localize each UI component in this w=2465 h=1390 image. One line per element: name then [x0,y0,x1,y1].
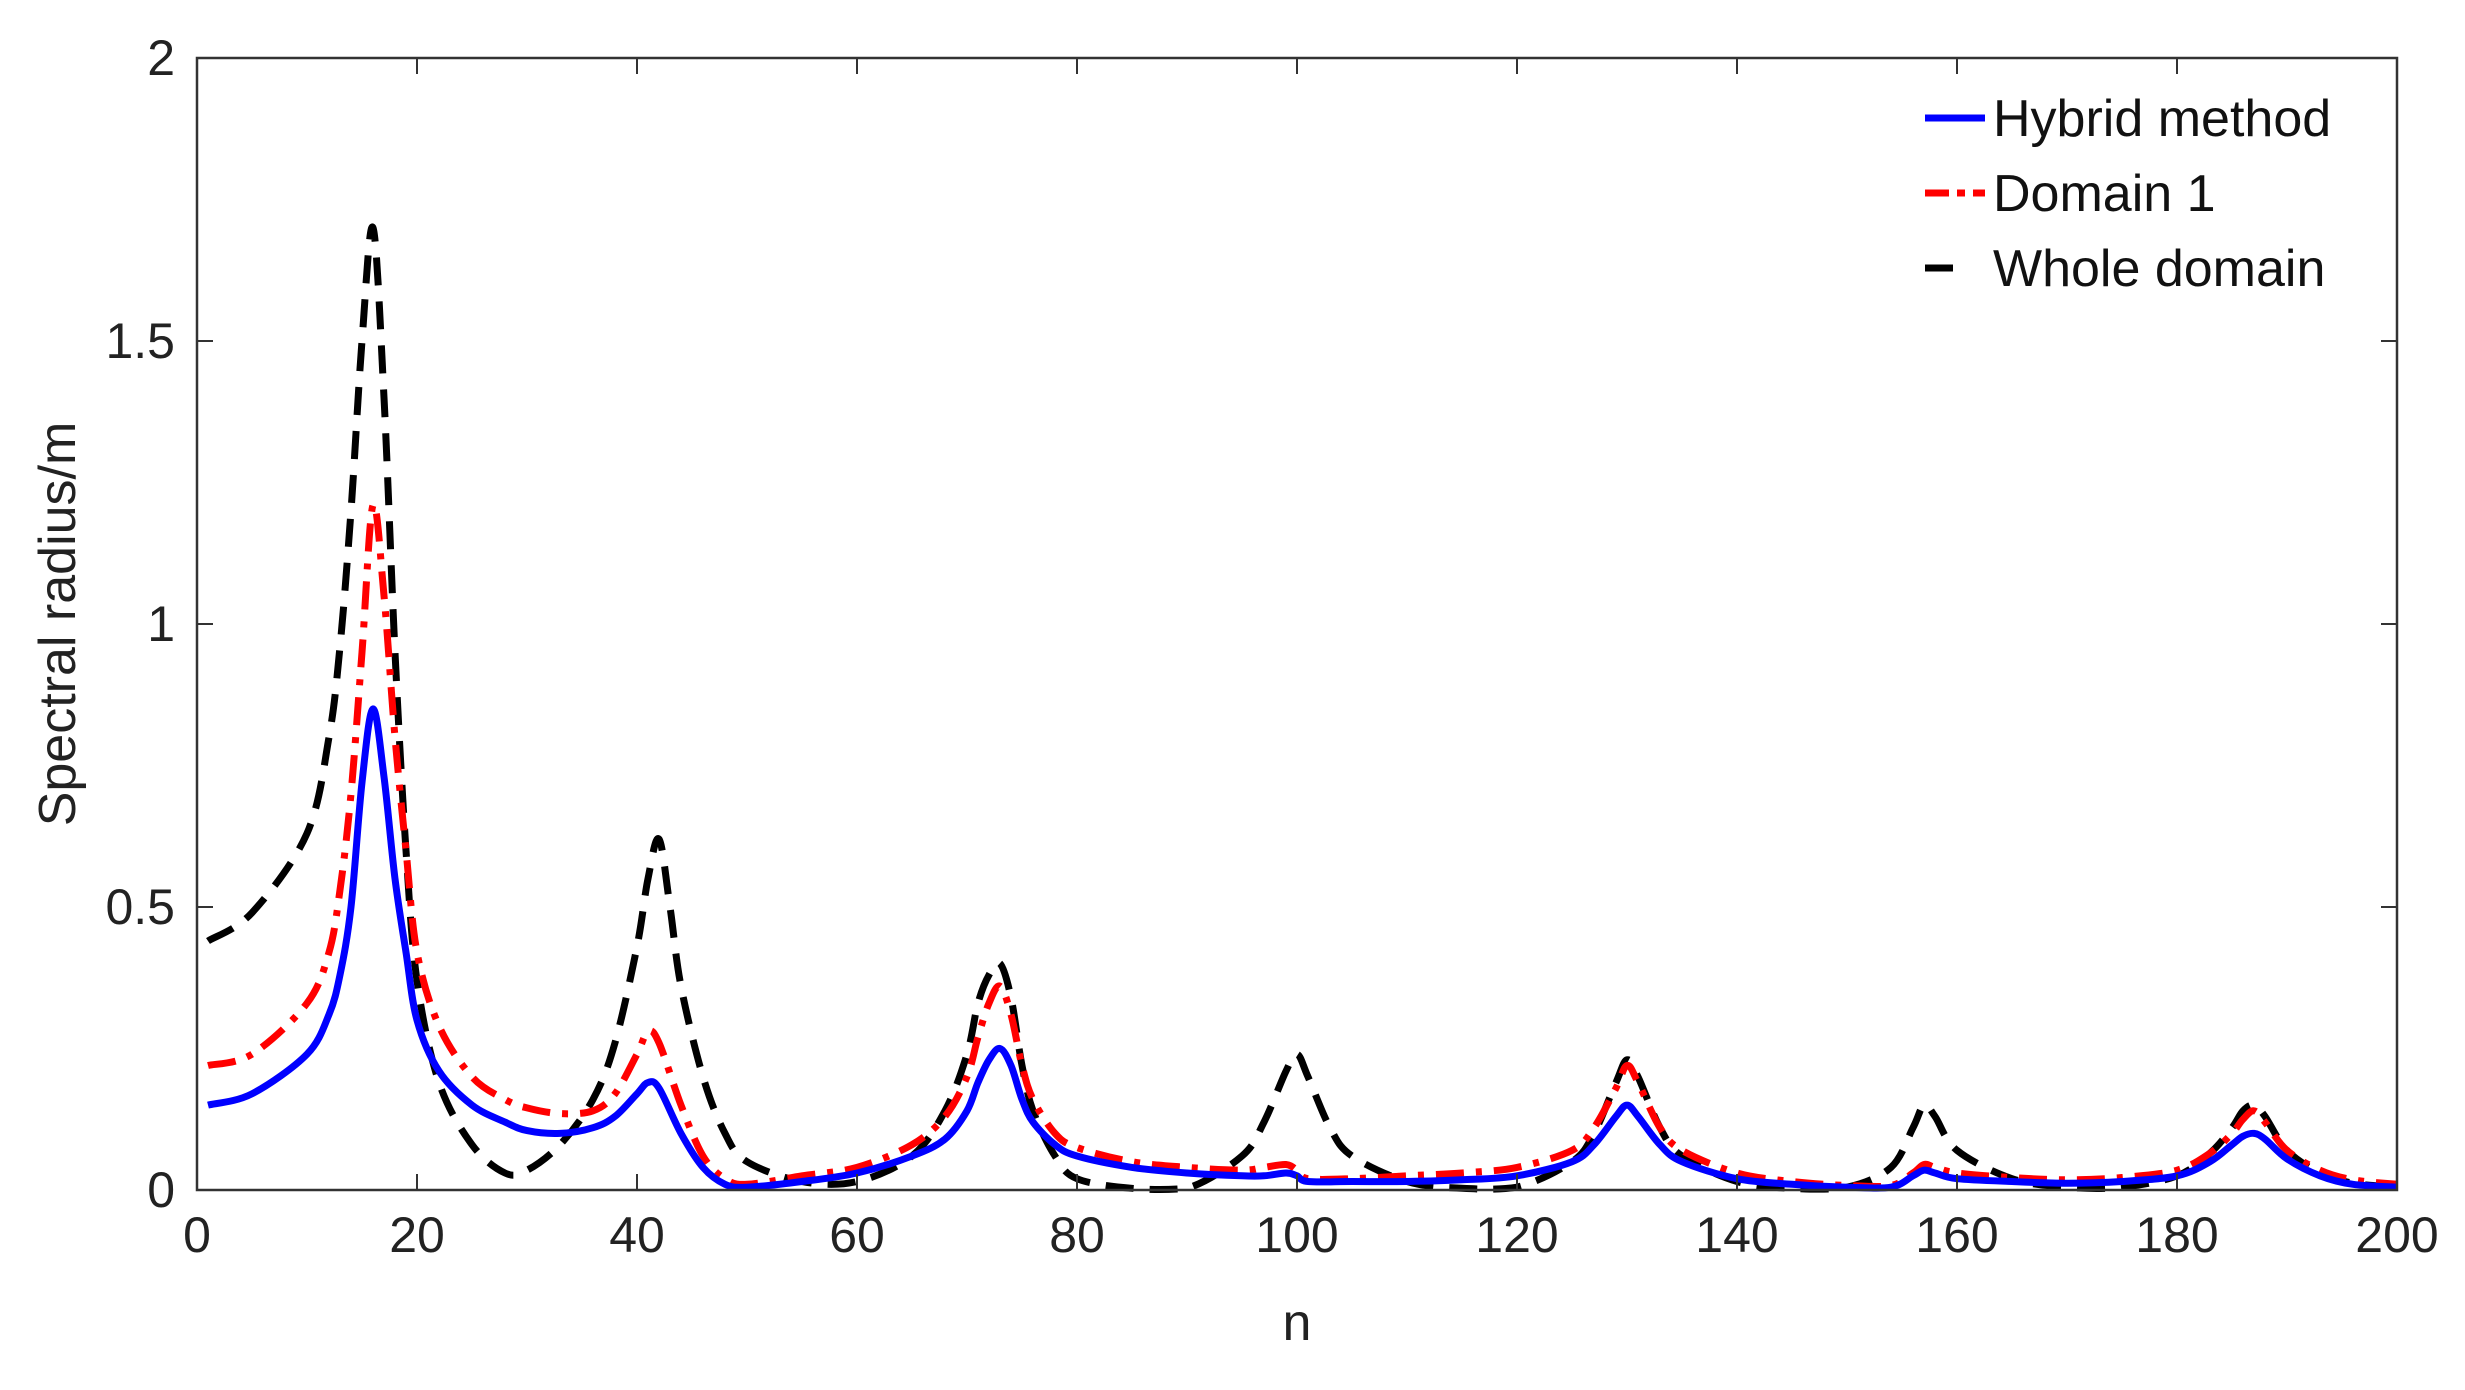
x-tick-label: 40 [609,1207,665,1263]
x-tick-label: 80 [1049,1207,1105,1263]
y-tick-label: 2 [147,30,175,86]
x-tick-label: 60 [829,1207,885,1263]
y-axis-label: Spectral radius/m [29,422,87,827]
y-tick-label: 1.5 [105,313,175,369]
x-tick-label: 0 [183,1207,211,1263]
x-tick-label: 140 [1695,1207,1778,1263]
x-tick-label: 120 [1475,1207,1558,1263]
x-tick-label: 180 [2135,1207,2218,1263]
x-tick-label: 160 [1915,1207,1998,1263]
legend-label-2: Whole domain [1993,240,2325,298]
series-line-1 [207,500,2398,1191]
legend: Hybrid method Domain 1 Whole domain [1925,90,2331,298]
x-tick-label: 200 [2355,1207,2438,1263]
y-tick-label: 0 [147,1162,175,1218]
y-tick-label: 1 [147,596,175,652]
legend-label-1: Domain 1 [1993,165,2216,223]
x-tick-label: 20 [389,1207,445,1263]
x-axis-label: n [1283,1294,1312,1352]
legend-label-0: Hybrid method [1993,90,2331,148]
tick-layer: 0 20 40 60 80 100 120 140 160 180 200 0 0.5 1 1.5 2 [105,30,2438,1263]
y-tick-label: 0.5 [105,879,175,935]
x-tick-label: 100 [1255,1207,1338,1263]
series-line-2 [206,223,2398,1194]
